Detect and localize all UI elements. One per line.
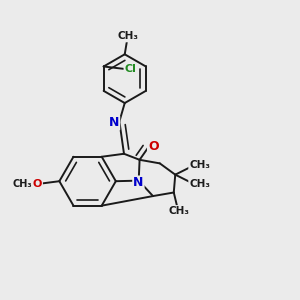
Text: CH₃: CH₃ — [118, 32, 139, 41]
Text: CH₃: CH₃ — [189, 160, 210, 170]
Text: N: N — [109, 116, 119, 130]
Text: O: O — [148, 140, 159, 153]
Text: CH₃: CH₃ — [12, 179, 32, 189]
Text: O: O — [33, 178, 42, 189]
Text: CH₃: CH₃ — [168, 206, 189, 216]
Text: Cl: Cl — [124, 64, 136, 74]
Text: CH₃: CH₃ — [189, 179, 210, 190]
Text: N: N — [133, 176, 144, 190]
